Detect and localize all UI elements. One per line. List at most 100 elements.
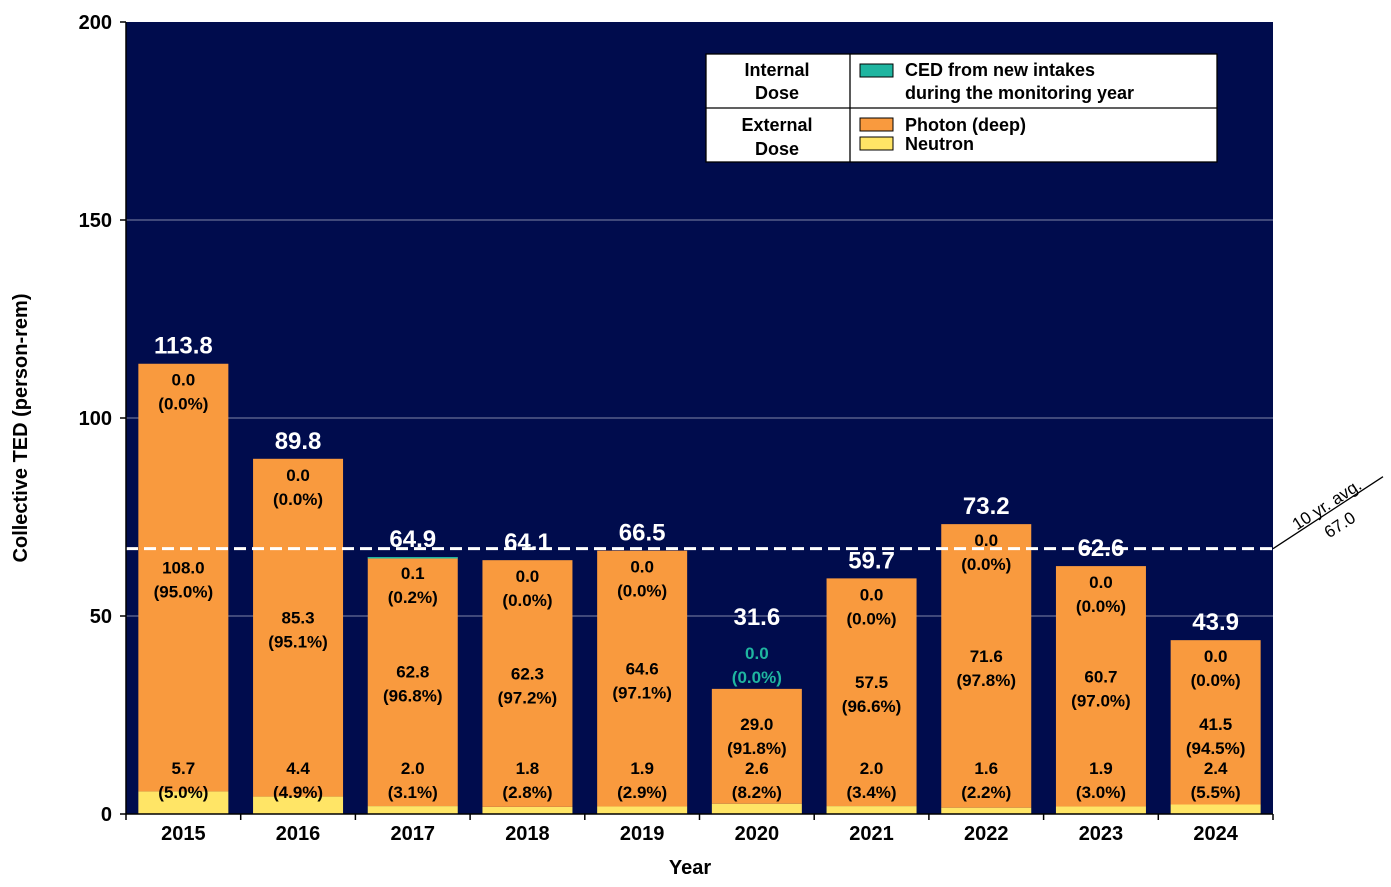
ced-value-label: 0.0 — [860, 585, 884, 604]
neutron-pct-label: (2.9%) — [617, 783, 667, 802]
x-tick-label: 2020 — [735, 823, 780, 845]
y-tick-label: 200 — [79, 12, 112, 34]
y-tick-label: 0 — [101, 804, 112, 826]
ced-pct-label: (0.0%) — [502, 591, 552, 610]
photon-pct-label: (97.8%) — [956, 671, 1016, 690]
bar-neutron — [482, 806, 573, 814]
bar-neutron — [367, 806, 458, 814]
legend: Internal Dose External Dose CED from new… — [705, 53, 1218, 163]
neutron-value-label: 1.9 — [630, 759, 654, 778]
neutron-pct-label: (2.8%) — [502, 783, 552, 802]
x-tick-label: 2023 — [1079, 823, 1124, 845]
bar-neutron — [711, 803, 802, 814]
total-value-label: 89.8 — [275, 428, 322, 455]
total-value-label: 59.7 — [848, 547, 895, 574]
photon-pct-label: (97.1%) — [612, 684, 672, 703]
total-value-label: 66.5 — [619, 520, 666, 547]
total-value-label: 64.1 — [504, 529, 551, 556]
ced-value-label: 0.0 — [1089, 573, 1113, 592]
legend-swatch-neutron — [859, 136, 894, 151]
ced-pct-label: (0.0%) — [961, 555, 1011, 574]
ced-pct-label: (0.0%) — [847, 609, 897, 628]
ced-pct-label: (0.0%) — [732, 668, 782, 687]
ced-value-label: 0.0 — [630, 558, 654, 577]
segment-labels: 5.7 (5.0%) 108.0 (95.0%) 0.0 (0.0%) 4.4 (4.9%) 8… — [154, 371, 1246, 802]
ced-pct-label: (0.0%) — [158, 395, 208, 414]
y-tick-label: 150 — [79, 210, 112, 232]
x-tick-label: 2016 — [276, 823, 321, 845]
x-tick-label: 2018 — [505, 823, 550, 845]
photon-pct-label: (97.0%) — [1071, 691, 1131, 710]
neutron-value-label: 5.7 — [172, 759, 196, 778]
bars — [138, 363, 1261, 814]
neutron-pct-label: (5.0%) — [158, 783, 208, 802]
photon-pct-label: (94.5%) — [1186, 739, 1246, 758]
bar-photon — [1055, 566, 1146, 807]
legend-photon-label: Photon (deep) — [905, 115, 1026, 135]
ced-value-label: 0.0 — [974, 531, 998, 550]
ced-value-label: 0.0 — [172, 371, 196, 390]
x-tick-label: 2022 — [964, 823, 1009, 845]
photon-value-label: 62.8 — [396, 663, 429, 682]
photon-value-label: 29.0 — [740, 715, 773, 734]
neutron-value-label: 2.0 — [401, 759, 425, 778]
legend-internal-label-2: Dose — [755, 83, 799, 103]
neutron-pct-label: (3.4%) — [847, 783, 897, 802]
neutron-pct-label: (4.9%) — [273, 783, 323, 802]
x-tick-label: 2017 — [391, 823, 436, 845]
x-tick-label: 2021 — [849, 823, 894, 845]
x-tick-label: 2019 — [620, 823, 665, 845]
photon-pct-label: (95.1%) — [268, 633, 328, 652]
ced-value-label: 0.0 — [745, 644, 769, 663]
ced-pct-label: (0.0%) — [1191, 671, 1241, 690]
bar-photon — [367, 557, 458, 807]
total-labels: 113.889.864.9 64.1 66.531.659.773.262.643.… — [154, 333, 1239, 636]
legend-external-label-2: Dose — [755, 139, 799, 159]
bar-neutron — [597, 806, 688, 814]
bar-photon — [138, 363, 229, 792]
legend-external-label: External — [741, 115, 812, 135]
bar-photon — [253, 458, 344, 797]
x-tick-label: 2015 — [161, 823, 206, 845]
bar-photon — [482, 560, 573, 807]
bar-photon — [941, 524, 1032, 808]
neutron-value-label: 2.0 — [860, 759, 884, 778]
photon-pct-label: (95.0%) — [154, 583, 214, 602]
bar-neutron — [253, 796, 344, 814]
y-tick-label: 100 — [79, 408, 112, 430]
y-tick-label: 50 — [90, 606, 112, 628]
legend-swatch-photon — [859, 117, 894, 132]
photon-value-label: 108.0 — [162, 559, 205, 578]
ced-pct-label: (0.0%) — [1076, 597, 1126, 616]
bar-photon — [826, 578, 917, 807]
bar-photon — [597, 550, 688, 807]
total-value-label: 43.9 — [1192, 609, 1239, 636]
bar-neutron — [138, 791, 229, 814]
neutron-pct-label: (3.0%) — [1076, 783, 1126, 802]
average-callout-line — [1272, 476, 1384, 550]
ced-value-label: 0.1 — [401, 564, 425, 583]
photon-value-label: 41.5 — [1199, 715, 1232, 734]
ced-pct-label: (0.2%) — [388, 588, 438, 607]
total-value-label: 31.6 — [733, 604, 780, 631]
photon-value-label: 57.5 — [855, 673, 888, 692]
photon-value-label: 64.6 — [626, 660, 659, 679]
ced-pct-label: (0.0%) — [273, 490, 323, 509]
photon-pct-label: (97.2%) — [498, 689, 558, 708]
ced-value-label: 0.0 — [1204, 647, 1228, 666]
bar-photon — [711, 688, 802, 804]
bar-ced — [367, 556, 458, 559]
ced-value-label: 0.0 — [516, 567, 540, 586]
y-axis-title: Collective TED (person-rem) — [10, 294, 32, 563]
neutron-pct-label: (3.1%) — [388, 783, 438, 802]
neutron-value-label: 4.4 — [286, 759, 310, 778]
neutron-value-label: 1.6 — [974, 759, 998, 778]
neutron-value-label: 2.6 — [745, 759, 769, 778]
bar-photon — [1170, 640, 1261, 805]
bar-neutron — [1170, 804, 1261, 814]
bar-neutron — [941, 807, 1032, 814]
ced-value-label: 0.0 — [286, 466, 310, 485]
photon-value-label: 85.3 — [282, 609, 315, 628]
legend-ced-label-2: during the monitoring year — [905, 83, 1134, 103]
bar-neutron — [1055, 806, 1146, 814]
